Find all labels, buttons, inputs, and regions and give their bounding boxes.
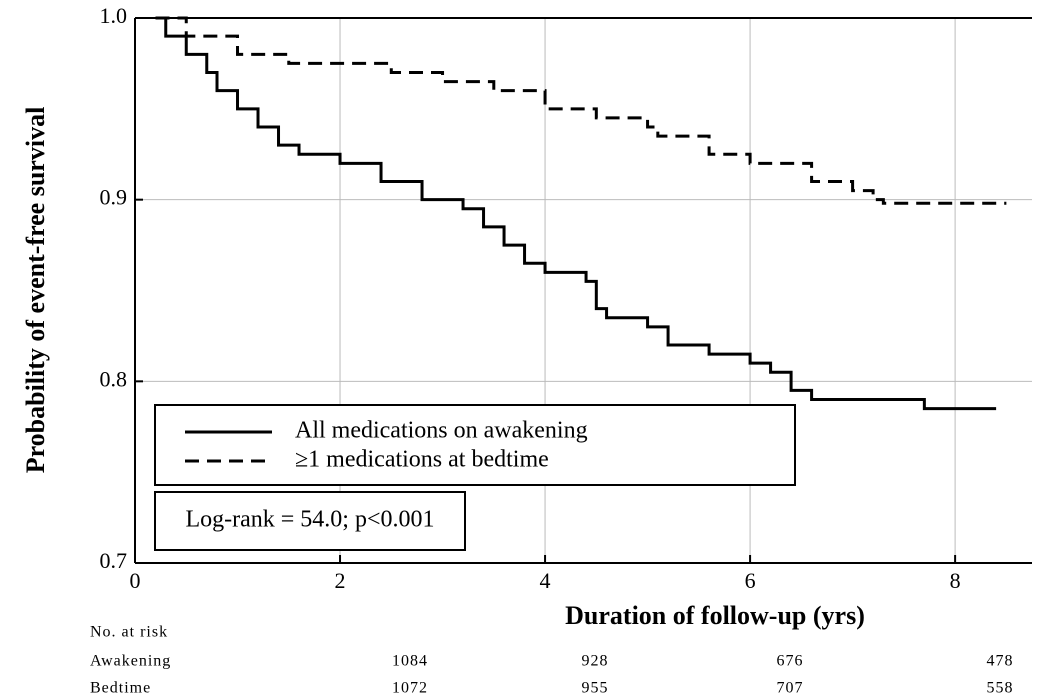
at-risk-label: Bedtime <box>90 680 151 697</box>
legend-label: ≥1 medications at bedtime <box>295 447 549 473</box>
y-tick-label: 0.8 <box>100 366 128 391</box>
x-axis-label: Duration of follow-up (yrs) <box>565 601 865 630</box>
at-risk-value: 558 <box>987 680 1014 697</box>
annotation: Log-rank = 54.0; p<0.001 <box>185 507 434 533</box>
annotation-box <box>154 491 466 551</box>
x-tick-label: 4 <box>540 568 551 593</box>
y-axis-label: Probability of event-free survival <box>21 107 50 474</box>
legend-label: All medications on awakening <box>295 418 588 444</box>
at-risk-value: 928 <box>582 653 609 670</box>
x-tick-label: 0 <box>130 568 141 593</box>
at-risk-value: 1084 <box>392 653 428 670</box>
y-tick-label: 0.9 <box>100 185 128 210</box>
at-risk-value: 676 <box>777 653 804 670</box>
at-risk-value: 707 <box>777 680 804 697</box>
y-tick-label: 1.0 <box>100 3 128 28</box>
y-tick-label: 0.7 <box>100 548 128 573</box>
legend-box <box>154 404 796 486</box>
x-tick-label: 8 <box>950 568 961 593</box>
at-risk-value: 1072 <box>392 680 428 697</box>
survival-line <box>155 16 997 411</box>
at-risk-value: 478 <box>987 653 1014 670</box>
x-tick-label: 2 <box>335 568 346 593</box>
survival-line <box>155 16 1007 205</box>
x-tick-label: 6 <box>745 568 756 593</box>
at-risk-label: Awakening <box>90 653 171 670</box>
at-risk-value: 955 <box>582 680 609 697</box>
at-risk-title: No. at risk <box>90 624 168 641</box>
